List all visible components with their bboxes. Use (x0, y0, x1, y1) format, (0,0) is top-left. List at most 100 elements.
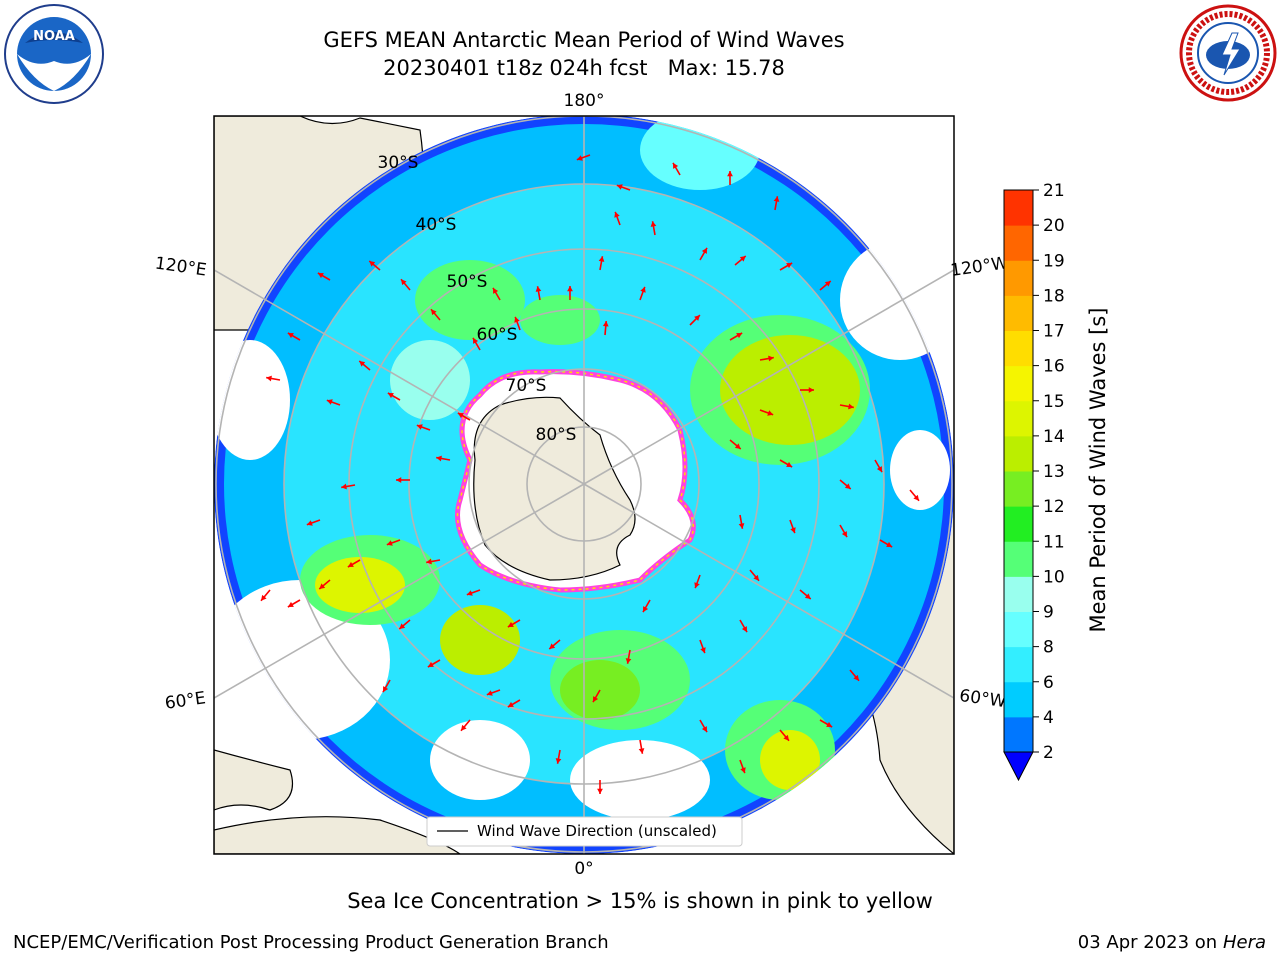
colorbar-segment (1004, 225, 1033, 261)
wave-direction-arrowhead (341, 483, 347, 490)
colorbar-tick-label: 12 (1043, 497, 1065, 517)
wave-direction-arrowhead (876, 466, 882, 473)
wave-direction-arrowhead (598, 256, 605, 262)
wave-direction-arrowhead (625, 658, 632, 664)
wave-direction-arrowhead (597, 788, 603, 794)
wind-wave-arrows (260, 154, 920, 794)
wave-direction-arrowhead (701, 247, 707, 254)
graticule (214, 116, 954, 854)
wave-direction-arrowhead (347, 561, 354, 567)
lat-label-30s: 30°S (378, 153, 419, 173)
wave-direction-arrowhead (306, 520, 313, 526)
wave-direction-arrowhead (287, 333, 294, 339)
colorbar-tick-label: 18 (1043, 286, 1065, 306)
colorbar-segment (1004, 716, 1033, 753)
wave-direction-arrowhead (824, 281, 831, 287)
colorbar-segment (1004, 190, 1033, 226)
footer-host: Hera (1222, 932, 1266, 953)
wave-direction-arrowhead (319, 583, 326, 589)
map-area: Wind Wave Direction (unscaled) (214, 116, 954, 854)
wave-direction-arrowhead (266, 375, 272, 382)
footer-date: 03 Apr 2023 on (1077, 932, 1223, 953)
map-legend: Wind Wave Direction (unscaled) (426, 816, 743, 847)
wave-direction-arrowhead (416, 424, 423, 430)
wave-direction-arrowhead (427, 661, 434, 667)
lon-label-60e: 60°E (164, 688, 207, 713)
lat-label-60s: 60°S (477, 325, 518, 345)
wave-direction-arrowhead (741, 626, 747, 633)
colorbar-tick-label: 4 (1043, 708, 1054, 728)
wave-direction-arrowhead (783, 734, 789, 741)
wave-direction-arrowhead (773, 196, 780, 202)
lat-label-50s: 50°S (447, 272, 488, 292)
colorbar-segment (1004, 541, 1033, 577)
colorbar-segment (1004, 576, 1033, 612)
wave-direction-arrowhead (694, 315, 700, 321)
wave-direction-arrowhead (567, 286, 573, 292)
colorbar-segment (1004, 295, 1033, 331)
colorbar-segment (1004, 506, 1033, 542)
wave-direction-arrowhead (386, 540, 393, 546)
wave-direction-arrowhead (431, 309, 437, 316)
wave-direction-arrowhead (650, 221, 657, 227)
colorbar-segment (1004, 365, 1033, 402)
colorbar: 2 4 6 8 9 10 11 12 13 14 15 16 17 18 19 20 21 (1003, 181, 1065, 782)
wave-direction-arrowhead (826, 721, 833, 727)
madagascar-landmass (214, 749, 294, 811)
wave-direction-arrowhead (261, 594, 267, 601)
footer-branch: NCEP/EMC/Verification Post Processing Pr… (13, 932, 609, 953)
lat-label-40s: 40°S (416, 215, 457, 235)
chart-title: GEFS MEAN Antarctic Mean Period of Wind … (284, 26, 884, 82)
wave-direction-arrowhead (701, 726, 707, 733)
colorbar-segment (1004, 330, 1033, 367)
wave-direction-arrowhead (401, 279, 407, 286)
colorbar-tick-label: 14 (1043, 427, 1065, 447)
wave-direction-arrowhead (734, 443, 741, 449)
wave-direction-arrowhead (740, 767, 746, 774)
lon-label-0: 0° (574, 859, 593, 879)
wave-direction-arrowhead (848, 403, 854, 410)
colorbar-tick-label: 21 (1043, 181, 1065, 201)
wave-direction-arrowhead (808, 387, 814, 393)
colorbar-segment (1004, 611, 1033, 648)
wave-direction-arrowhead (640, 286, 646, 293)
wave-direction-arrowhead (616, 184, 623, 190)
colorbar-tick-label: 10 (1043, 567, 1065, 587)
lat-label-70s: 70°S (506, 376, 547, 396)
wave-direction-arrowhead (486, 690, 493, 696)
wave-direction-arrowhead (436, 455, 442, 462)
colorbar-tick-label: 17 (1043, 322, 1065, 342)
lon-label-60w: 60°W (958, 686, 1007, 712)
colorbar-segment (1004, 435, 1033, 472)
wave-direction-arrowhead (700, 647, 706, 654)
wave-direction-arrowhead (383, 686, 389, 693)
wave-direction-arrowhead (549, 643, 556, 649)
wave-direction-arrowhead (786, 263, 793, 269)
wave-direction-arrowhead (673, 162, 679, 169)
colorbar-tick-label: 15 (1043, 392, 1065, 412)
colorbar-tick-label: 20 (1043, 216, 1065, 236)
wave-direction-arrowhead (841, 531, 847, 538)
colorbar-segment (1004, 471, 1033, 507)
wave-direction-arrowhead (426, 558, 432, 565)
wave-direction-arrowhead (602, 321, 609, 327)
wave-direction-arrowhead (507, 701, 514, 707)
wave-direction-arrowhead (786, 461, 793, 467)
footer-date-host: 03 Apr 2023 on Hera (1078, 932, 1266, 953)
colorbar-segment (1004, 681, 1033, 718)
wave-direction-arrowhead (326, 399, 333, 405)
wave-direction-arrowhead (614, 211, 620, 218)
wave-direction-arrowhead (739, 256, 746, 262)
wave-direction-arrowhead (396, 477, 402, 483)
lon-label-120w: 120°W (949, 253, 1009, 281)
sea-ice-caption: Sea Ice Concentration > 15% is shown in … (347, 889, 933, 913)
wave-direction-arrowhead (387, 393, 394, 399)
colorbar-tick-label: 19 (1043, 251, 1065, 271)
title-line-2: 20230401 t18z 024h fcst Max: 15.78 (383, 56, 785, 80)
colorbar-segment (1004, 400, 1033, 437)
wave-direction-arrowhead (555, 758, 562, 764)
wave-direction-arrowhead (767, 410, 774, 416)
africa-landmass (214, 816, 462, 854)
wave-direction-arrowhead (736, 333, 743, 339)
